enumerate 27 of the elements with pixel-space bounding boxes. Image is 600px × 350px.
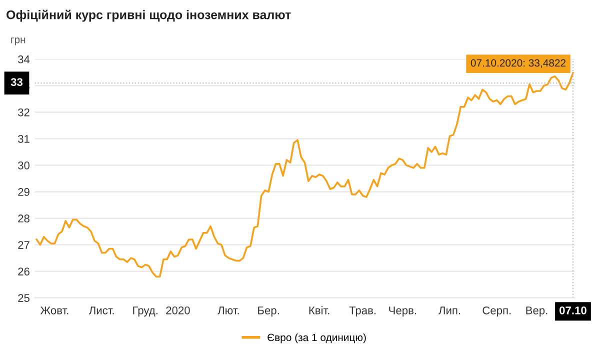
x-tick-label: Трав.	[349, 306, 376, 317]
x-tick-label: 2020	[166, 306, 190, 314]
y-tick-label: 25	[18, 294, 30, 302]
y-tick-label: 34	[18, 55, 30, 64]
ref-line-label: 33	[10, 78, 23, 86]
x-tick-label: Вер.	[526, 306, 548, 317]
y-tick-label: 31	[18, 134, 30, 143]
x-tick-label: 07.10	[560, 306, 586, 314]
x-tick-label: Серп.	[482, 306, 511, 317]
legend-label: Євро (за 1 одиницю)	[268, 333, 366, 344]
x-tick-label: Груд.	[133, 306, 158, 317]
y-axis-title: грн	[11, 38, 26, 46]
x-tick-label: Бер.	[258, 306, 279, 317]
y-tick-label: 29	[18, 188, 30, 196]
x-tick-label: Черв.	[389, 306, 416, 317]
y-tick-label: 27	[18, 241, 30, 249]
y-tick-label: 30	[18, 162, 30, 170]
y-tick-label: 32	[18, 108, 30, 116]
x-tick-label: Лип.	[438, 306, 460, 314]
x-tick-label: Лют.	[218, 306, 239, 314]
y-tick-label: 28	[18, 214, 30, 222]
x-tick-label: Квіт.	[309, 306, 330, 314]
y-tick-label: 26	[18, 268, 30, 276]
x-tick-label: Жовт.	[40, 306, 68, 314]
x-tick-label: Лист.	[88, 306, 114, 314]
chart-title: Офіційний курс гривні щодо іноземних валют	[6, 10, 291, 22]
annotation: 07.10.2020: 33,4822	[470, 59, 566, 68]
